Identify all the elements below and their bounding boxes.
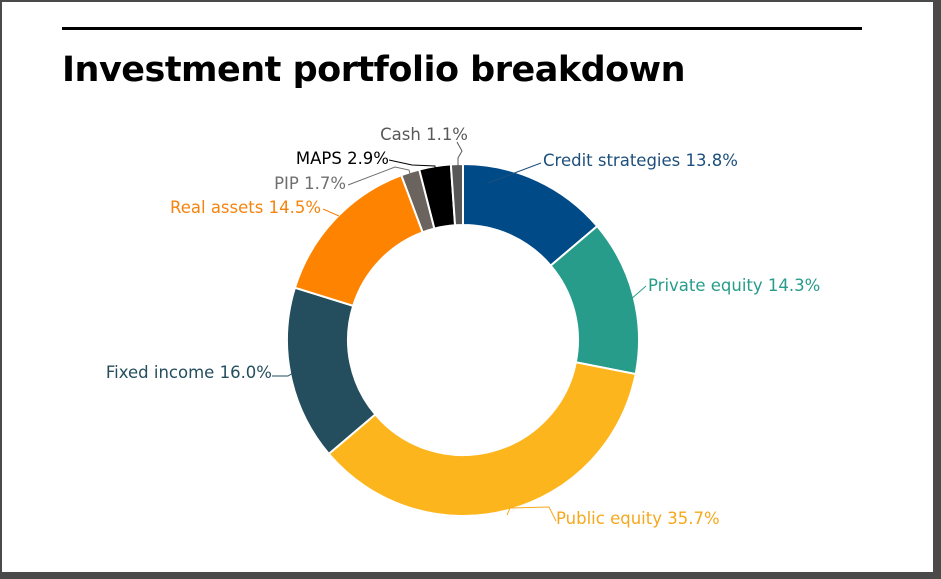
leader-line-pip <box>347 166 412 186</box>
data-label-private-equity: Private equity 14.3% <box>648 276 820 295</box>
leader-line-private-equity <box>629 285 647 301</box>
leader-line-cash <box>456 141 463 166</box>
slice-real-assets <box>293 173 424 308</box>
slice-public-equity <box>327 361 637 517</box>
leader-line-real-assets <box>322 208 340 217</box>
leader-line-credit-strategies <box>487 162 542 184</box>
chart-title: Investment portfolio breakdown <box>62 50 685 90</box>
data-label-pip: PIP 1.7% <box>274 174 346 193</box>
data-label-public-equity: Public equity 35.7% <box>556 509 720 528</box>
data-label-fixed-income: Fixed income 16.0% <box>106 363 272 382</box>
data-label-credit-strategies: Credit strategies 13.8% <box>543 151 738 170</box>
slice-cash <box>449 162 464 227</box>
leader-line-fixed-income <box>272 372 294 377</box>
leader-line-maps <box>388 159 436 172</box>
leader-line-public-equity <box>506 506 557 522</box>
data-label-cash: Cash 1.1% <box>380 125 468 144</box>
top-rule <box>62 27 862 30</box>
data-label-maps: MAPS 2.9% <box>296 149 389 168</box>
data-label-real-assets: Real assets 14.5% <box>170 198 321 217</box>
